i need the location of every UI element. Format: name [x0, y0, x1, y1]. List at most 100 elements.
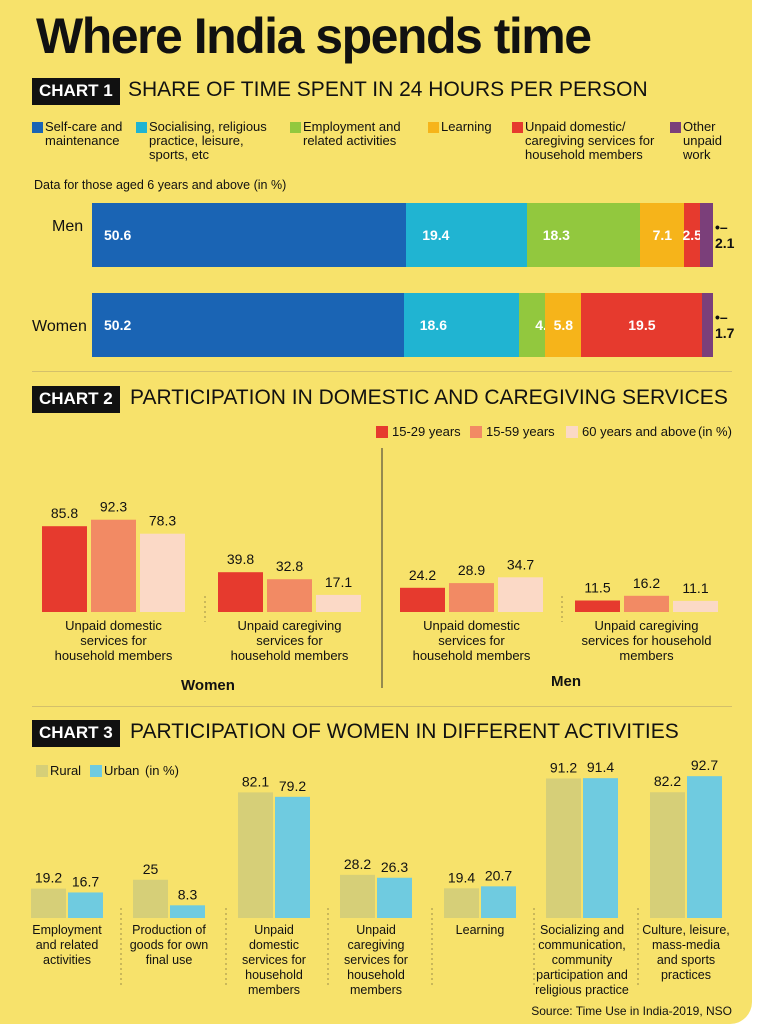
category-label: household members — [231, 648, 349, 663]
legend-label: Urban — [104, 763, 140, 778]
legend-swatch — [670, 122, 681, 133]
category-label: and related — [36, 938, 99, 952]
chart3-heading: PARTICIPATION OF WOMEN IN DIFFERENT ACTI… — [130, 720, 679, 743]
category-label: Learning — [456, 923, 505, 937]
data-label: 32.8 — [276, 558, 303, 574]
category-label: Unpaid caregiving — [237, 618, 341, 633]
category-label: members — [350, 983, 402, 997]
category-label: services for — [242, 953, 306, 967]
divider — [32, 371, 732, 372]
legend-swatch — [32, 122, 43, 133]
bar — [687, 776, 722, 918]
bar — [481, 886, 516, 918]
data-label: 24.2 — [409, 567, 436, 583]
bar — [340, 874, 375, 918]
source-note: Source: Time Use in India-2019, NSO — [531, 1004, 732, 1018]
data-label: 82.2 — [654, 773, 681, 789]
bar — [546, 778, 581, 918]
category-label: final use — [146, 953, 193, 967]
bar — [583, 778, 618, 918]
chart2-tag: CHART 2 — [32, 386, 120, 413]
bar — [673, 600, 718, 612]
data-label: 25 — [143, 861, 159, 877]
data-label: 2.5 — [682, 227, 702, 243]
legend-label: Self-care and maintenance — [45, 119, 123, 148]
legend-swatch — [36, 765, 48, 777]
legend-label: Other unpaid work — [683, 119, 723, 162]
bar — [42, 526, 87, 612]
bar — [498, 577, 543, 612]
bar — [68, 892, 103, 918]
data-label: 19.4 — [448, 869, 475, 885]
chart1-note: Data for those aged 6 years and above (i… — [34, 178, 287, 192]
category-label: communication, — [538, 938, 626, 952]
bar — [238, 792, 273, 918]
category-label: Unpaid domestic — [65, 618, 162, 633]
data-label: 16.7 — [72, 873, 99, 889]
bar-segment — [519, 293, 546, 357]
data-label: 18.6 — [419, 317, 447, 333]
data-label: 4.2 — [535, 293, 554, 357]
legend-swatch — [376, 426, 388, 438]
data-label: 50.6 — [104, 227, 132, 243]
bar — [400, 587, 445, 612]
category-label: religious practice — [535, 983, 629, 997]
chart1-heading: SHARE OF TIME SPENT IN 24 HOURS PER PERS… — [128, 78, 648, 101]
bar-segment — [699, 203, 713, 267]
data-label: •–1.7 — [715, 309, 735, 341]
legend-unit: (in %) — [145, 763, 179, 778]
category-label: Unpaid caregiving — [594, 618, 698, 633]
divider — [32, 706, 732, 707]
data-label: 50.2 — [104, 317, 132, 333]
bar — [267, 579, 312, 612]
bar — [218, 572, 263, 612]
bar-segment — [702, 293, 713, 357]
bar — [170, 905, 205, 918]
category-label: members — [248, 983, 300, 997]
group-label: Women — [181, 677, 235, 694]
chart1-bar-women: 50.2 18.6 4.25.8 19.5 •–1.7 — [92, 293, 734, 357]
chart3-tag: CHART 3 — [32, 720, 120, 747]
data-label: 91.2 — [550, 760, 577, 775]
category-label: Employment — [32, 923, 102, 937]
data-label: 82.1 — [242, 773, 269, 789]
data-label: 11.1 — [682, 580, 708, 596]
category-label: household members — [55, 648, 173, 663]
category-label: Production of — [132, 923, 206, 937]
group-label: Men — [551, 673, 581, 690]
legend-label: 60 years and above — [582, 424, 697, 439]
data-label: 34.7 — [507, 556, 534, 572]
bar-segment — [545, 293, 582, 357]
category-label: Socializing and — [540, 923, 624, 937]
legend-swatch — [512, 122, 523, 133]
data-label: •–2.1 — [715, 219, 735, 251]
data-label: 19.5 — [628, 317, 656, 333]
category-label: services for — [80, 633, 147, 648]
category-label: mass-media — [652, 938, 720, 952]
bar-segment — [406, 203, 527, 267]
data-label: 5.8 — [553, 317, 574, 333]
legend-label: 15-29 years — [392, 424, 461, 439]
category-label: services for household — [581, 633, 711, 648]
legend-label: 15-59 years — [486, 424, 555, 439]
page-title: Where India spends time — [36, 8, 592, 64]
bar-segment — [526, 203, 641, 267]
data-label: 91.4 — [587, 760, 614, 775]
category-label: activities — [43, 953, 91, 967]
chart1-tag: CHART 1 — [32, 78, 120, 105]
legend-label: Unpaid domestic/caregiving services for h… — [525, 119, 655, 162]
category-label: Unpaid — [254, 923, 294, 937]
data-label: 11.5 — [584, 580, 610, 596]
bar — [316, 594, 361, 612]
data-label: 18.3 — [542, 227, 570, 243]
data-label: 16.2 — [633, 575, 660, 591]
data-label: 26.3 — [381, 859, 408, 875]
category-label: household — [245, 968, 303, 982]
category-label: services for — [344, 953, 408, 967]
data-label: 78.3 — [149, 513, 176, 529]
data-label: 28.2 — [344, 856, 371, 872]
bar-segment — [684, 203, 700, 267]
chart1-row-label-women: Women — [32, 318, 87, 335]
legend-swatch — [136, 122, 147, 133]
